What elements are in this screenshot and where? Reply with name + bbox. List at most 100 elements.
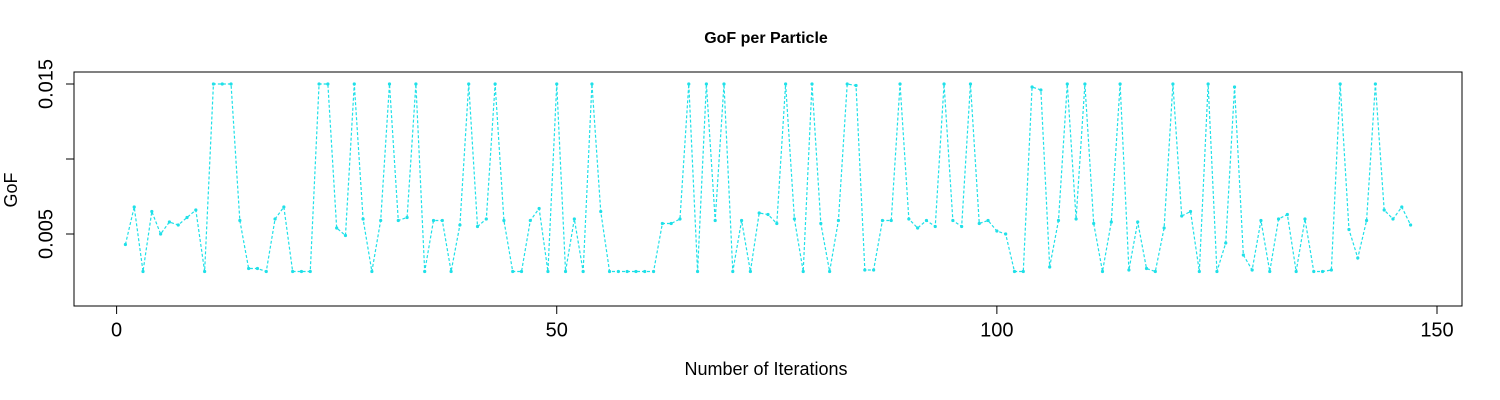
data-point (880, 218, 885, 223)
data-point (1065, 82, 1069, 86)
data-point (933, 224, 937, 229)
data-point (634, 269, 638, 274)
x-tick-label: 0 (111, 319, 122, 341)
data-point (1188, 209, 1193, 214)
data-point (916, 226, 920, 230)
data-point (581, 269, 585, 274)
data-point (211, 82, 216, 86)
data-point (1347, 227, 1351, 232)
data-point (458, 223, 462, 227)
data-point (273, 217, 277, 221)
data-point (484, 217, 488, 221)
data-point (167, 220, 172, 224)
data-point (370, 269, 374, 274)
data-point (150, 209, 154, 214)
data-point (343, 233, 348, 238)
data-point (1408, 223, 1413, 227)
plot-frame (73, 71, 1463, 307)
data-point (1338, 82, 1342, 86)
data-point (511, 269, 515, 274)
data-point (387, 82, 392, 86)
data-point (695, 269, 700, 274)
data-point (1400, 205, 1404, 209)
data-point (1039, 88, 1043, 92)
y-tick-label: 0.015 (35, 59, 57, 109)
data-point (819, 221, 823, 226)
data-point (960, 224, 964, 229)
data-point (643, 269, 647, 274)
data-point (1259, 218, 1263, 223)
data-point (1382, 208, 1386, 212)
data-point (889, 218, 893, 223)
data-point (1250, 268, 1254, 272)
data-point (1083, 82, 1087, 86)
data-line (124, 83, 1412, 273)
data-point (1004, 232, 1008, 236)
data-point (1232, 85, 1237, 89)
x-axis-label: Number of Iterations (684, 359, 847, 379)
data-point (977, 221, 981, 226)
data-point (1118, 82, 1122, 86)
data-point (792, 217, 797, 221)
data-point (599, 209, 603, 214)
data-point (1021, 269, 1025, 274)
data-point (775, 221, 779, 226)
data-point (203, 269, 207, 274)
data-point (176, 223, 180, 227)
data-point (810, 82, 814, 86)
data-point (326, 82, 330, 86)
data-point (423, 269, 427, 274)
data-point (1224, 241, 1228, 245)
data-point (784, 82, 788, 86)
data-point (678, 217, 682, 221)
data-point (405, 215, 409, 220)
data-point (1241, 253, 1245, 257)
data-point (704, 82, 708, 86)
data-point (801, 269, 805, 274)
data-point (845, 82, 849, 86)
data-point (123, 242, 128, 247)
data-point (660, 221, 664, 226)
x-tick-label: 50 (546, 319, 568, 341)
data-point (863, 268, 867, 272)
data-point (1215, 269, 1219, 274)
data-point (739, 218, 744, 223)
data-point (132, 205, 136, 209)
data-point (1373, 82, 1377, 86)
data-point (361, 217, 365, 221)
data-point (1109, 220, 1113, 224)
data-point (317, 82, 321, 86)
data-point (1285, 212, 1289, 217)
data-point (616, 269, 620, 274)
data-point (352, 82, 356, 86)
data-point (942, 82, 946, 86)
data-point (1206, 82, 1210, 86)
data-point (141, 269, 145, 274)
y-tick-label: 0.005 (35, 209, 57, 259)
data-point (1012, 269, 1017, 274)
chart-title: GoF per Particle (704, 30, 828, 47)
data-point (555, 82, 559, 86)
data-point (748, 269, 752, 274)
data-point (669, 221, 673, 226)
data-point (1197, 269, 1201, 274)
data-point (396, 218, 400, 223)
data-point (1294, 269, 1298, 274)
data-point (651, 269, 656, 274)
data-point (872, 268, 876, 272)
data-point (924, 218, 929, 223)
data-point (1127, 268, 1131, 272)
data-point (335, 226, 339, 230)
y-axis-label: GoF (1, 172, 21, 207)
data-point (449, 269, 453, 274)
data-point (519, 269, 524, 274)
data-point (255, 266, 260, 271)
data-point (986, 218, 990, 223)
data-point (1276, 217, 1281, 221)
data-point (995, 229, 999, 233)
data-point (440, 218, 444, 223)
data-point (238, 218, 242, 223)
data-point (502, 218, 506, 223)
x-tick-label: 150 (1420, 319, 1453, 341)
data-point (1329, 268, 1333, 272)
